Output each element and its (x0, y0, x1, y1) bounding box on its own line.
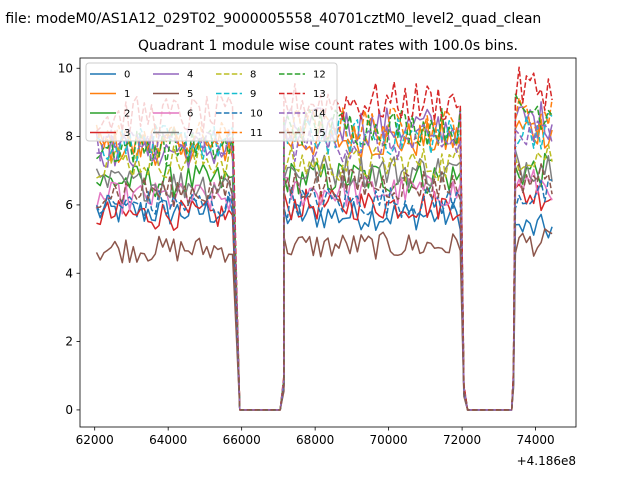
y-tick-label: 6 (65, 198, 73, 212)
legend-label-8: 8 (250, 70, 256, 81)
legend-label-11: 11 (250, 128, 263, 139)
legend-label-2: 2 (124, 109, 130, 120)
y-tick-label: 2 (65, 335, 73, 349)
legend-label-1: 1 (124, 89, 130, 100)
x-tick-label: 66000 (223, 433, 261, 447)
series-line-2 (96, 152, 553, 411)
legend-box (85, 62, 338, 142)
legend-label-10: 10 (250, 109, 263, 120)
axes-frame (79, 57, 577, 428)
legend-label-7: 7 (187, 128, 193, 139)
y-tick-label: 0 (65, 403, 73, 417)
legend-label-13: 13 (313, 89, 326, 100)
legend-label-9: 9 (250, 89, 256, 100)
legend-label-0: 0 (124, 70, 130, 81)
y-tick-label: 8 (65, 130, 73, 144)
legend-label-4: 4 (187, 70, 193, 81)
y-tick-label: 10 (58, 61, 73, 75)
x-tick-label: 70000 (370, 433, 408, 447)
x-tick-label: 68000 (296, 433, 334, 447)
series-line-10 (95, 178, 553, 411)
x-tick-label: 74000 (516, 433, 554, 447)
legend-label-3: 3 (124, 128, 130, 139)
legend-label-14: 14 (313, 109, 326, 120)
series-line-8 (96, 143, 553, 411)
chart-title: Quadrant 1 module wise count rates with … (138, 38, 518, 54)
x-tick-label: 62000 (76, 433, 114, 447)
y-tick-label: 4 (65, 266, 73, 280)
x-tick-label: 64000 (149, 433, 187, 447)
legend-label-15: 15 (313, 128, 326, 139)
legend-label-5: 5 (187, 89, 193, 100)
series-line-5 (95, 228, 553, 411)
x-tick-label: 72000 (443, 433, 481, 447)
axis-ticks: 62000 64000 66000 68000 70000 72000 74000 0 2 4 6 8… (58, 61, 555, 447)
legend-label-12: 12 (313, 70, 326, 81)
legend-label-6: 6 (187, 109, 193, 120)
series-line-15 (96, 163, 553, 411)
x-offset-label: +4.186e8 (517, 454, 576, 468)
figure-suptitle: n file: modeM0/AS1A12_029T02_9000005558_… (0, 11, 541, 27)
series-line-0 (95, 195, 553, 411)
